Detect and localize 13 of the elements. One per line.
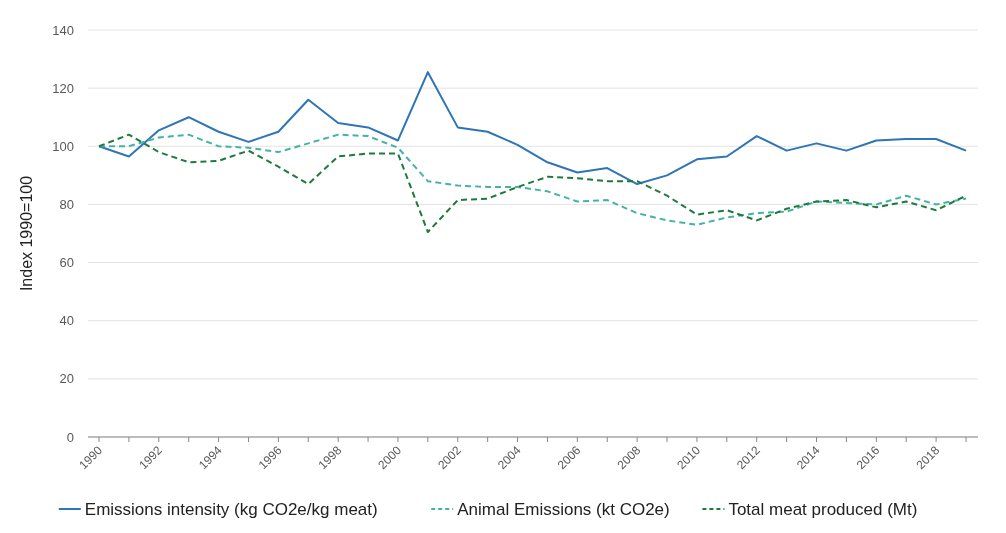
y-tick-label: 140 bbox=[52, 22, 74, 38]
legend-label: Animal Emissions (kt CO2e) bbox=[457, 500, 670, 519]
legend-label: Total meat produced (Mt) bbox=[728, 500, 918, 519]
y-tick-label: 80 bbox=[59, 196, 74, 212]
y-tick-label: 40 bbox=[59, 313, 74, 329]
y-axis-title: Index 1990=100 bbox=[18, 175, 35, 292]
y-tick-label: 60 bbox=[59, 255, 74, 271]
y-tick-label: 0 bbox=[66, 429, 74, 445]
line-series bbox=[98, 71, 967, 186]
y-tick-label: 120 bbox=[52, 80, 74, 96]
y-tick-label: 20 bbox=[59, 371, 74, 387]
legend-label: Emissions intensity (kg CO2e/kg meat) bbox=[84, 500, 378, 519]
y-tick-label: 100 bbox=[52, 138, 74, 154]
